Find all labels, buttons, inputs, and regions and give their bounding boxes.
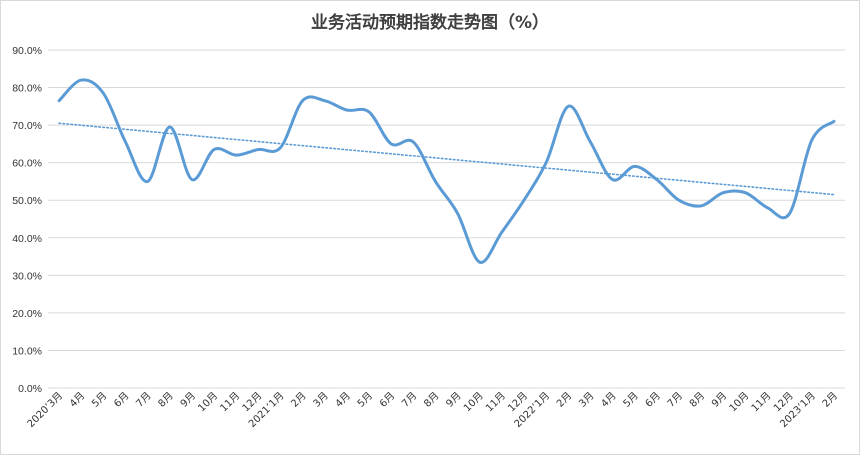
x-tick-label: 9月	[444, 390, 464, 410]
x-tick-label: 2020’3月	[25, 390, 65, 430]
x-tick-label: 4月	[333, 390, 353, 410]
x-tick-label: 5月	[89, 390, 109, 410]
x-tick-label: 2月	[820, 390, 840, 410]
x-tick-label: 5月	[355, 390, 375, 410]
x-tick-label: 7月	[399, 390, 419, 410]
x-tick-label: 11月	[483, 390, 508, 415]
x-tick-label: 11月	[749, 390, 774, 415]
x-tick-label: 7月	[665, 390, 685, 410]
chart-title: 业务活动预期指数走势图（%）	[310, 13, 550, 33]
y-tick-label: 70.0%	[12, 120, 42, 132]
x-tick-label: 7月	[134, 390, 154, 410]
x-tick-label: 8月	[156, 390, 176, 410]
x-tick-label: 4月	[67, 390, 87, 410]
x-tick-label: 8月	[687, 390, 707, 410]
y-tick-label: 30.0%	[12, 270, 42, 282]
x-tick-label: 6月	[112, 390, 132, 410]
y-tick-label: 50.0%	[12, 195, 42, 207]
x-tick-label: 5月	[621, 390, 641, 410]
y-tick-label: 20.0%	[12, 308, 42, 320]
x-tick-label: 6月	[377, 390, 397, 410]
x-tick-label: 9月	[709, 390, 729, 410]
x-tick-label: 10月	[196, 390, 221, 415]
x-tick-label: 2月	[289, 390, 309, 410]
trendline	[58, 122, 835, 196]
y-tick-label: 0.0%	[18, 383, 42, 395]
x-tick-label: 6月	[643, 390, 663, 410]
series-line	[57, 78, 836, 264]
x-tick-label: 9月	[178, 390, 198, 410]
y-tick-label: 80.0%	[12, 83, 42, 95]
x-tick-label: 3月	[311, 390, 331, 410]
y-tick-label: 90.0%	[12, 45, 42, 57]
x-tick-label: 4月	[599, 390, 619, 410]
y-tick-label: 60.0%	[12, 158, 42, 170]
x-tick-label: 2月	[554, 390, 574, 410]
x-tick-label: 10月	[461, 390, 486, 415]
y-tick-label: 10.0%	[12, 345, 42, 357]
x-tick-label: 10月	[727, 390, 752, 415]
y-tick-label: 40.0%	[12, 233, 42, 245]
x-tick-label: 11月	[218, 390, 243, 415]
x-tick-label: 3月	[576, 390, 596, 410]
x-tick-label: 8月	[421, 390, 441, 410]
